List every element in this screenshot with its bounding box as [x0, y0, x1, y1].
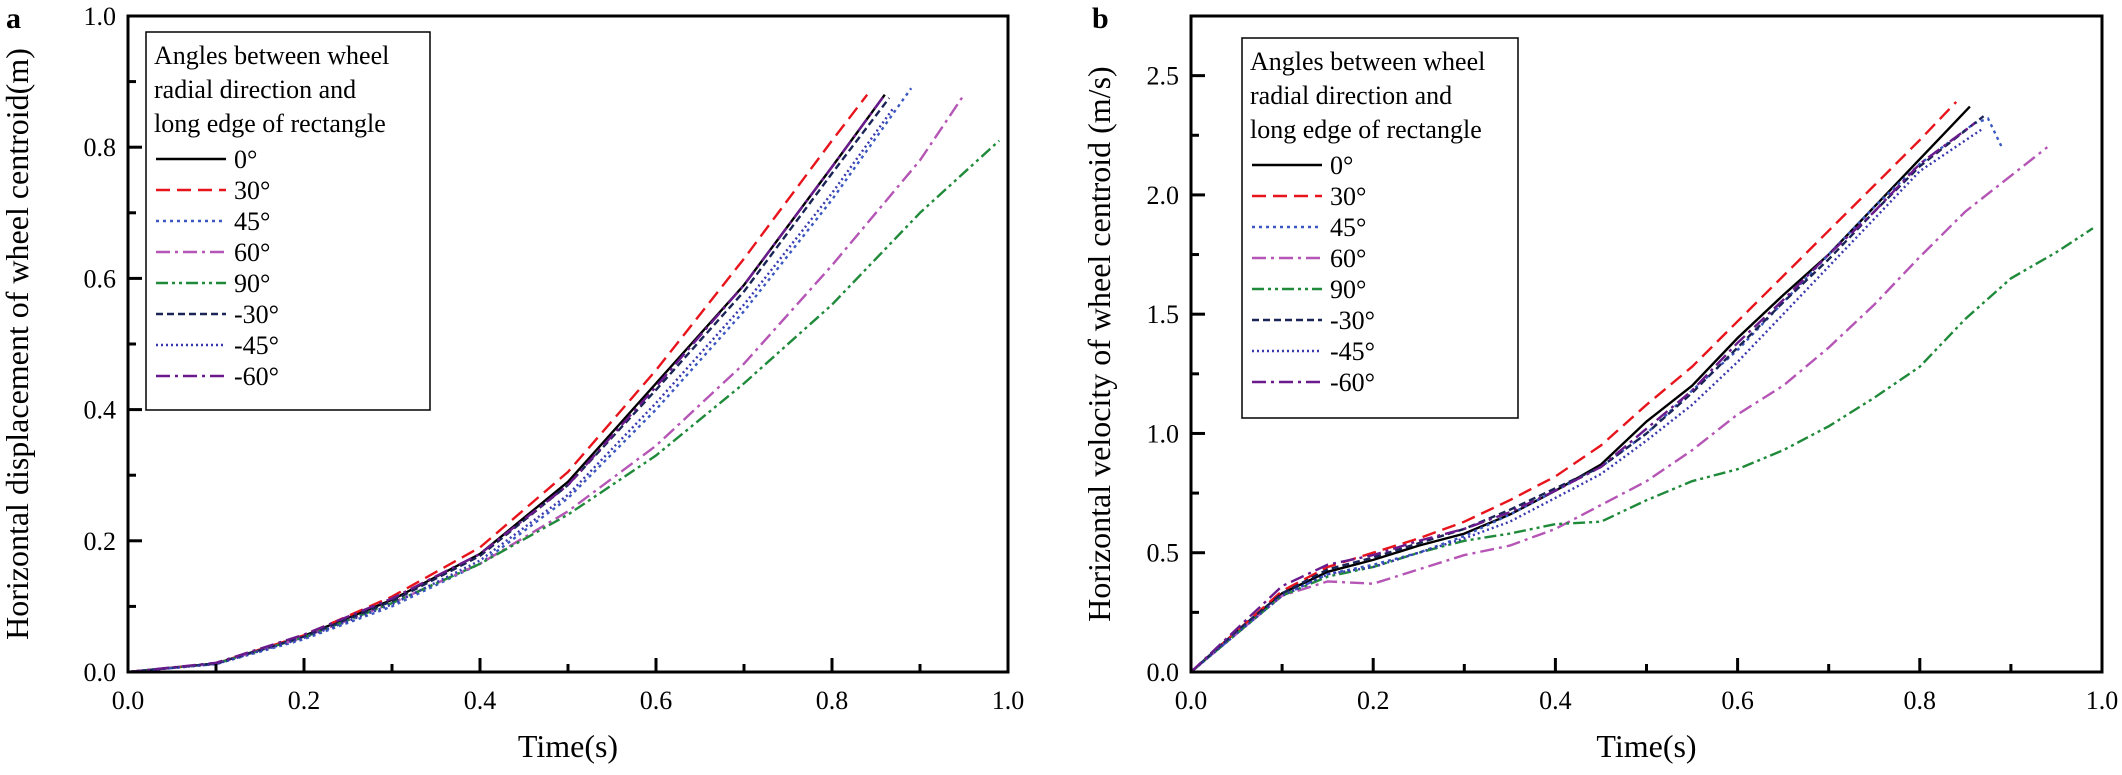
legend-label: 90°: [234, 269, 270, 298]
x-tick-label: 1.0: [992, 686, 1025, 715]
legend-label: -60°: [234, 362, 279, 391]
x-tick-label: 0.0: [112, 686, 145, 715]
legend-label: 30°: [1330, 182, 1366, 211]
legend-title: Angles between wheel: [154, 41, 389, 70]
legend-label: -45°: [234, 331, 279, 360]
legend-label: -30°: [234, 300, 279, 329]
y-tick-label: 0.2: [84, 527, 117, 556]
legend-title: radial direction and: [154, 75, 356, 104]
legend-label: -60°: [1330, 368, 1375, 397]
x-tick-label: 0.4: [1539, 686, 1572, 715]
legend-label: 0°: [1330, 151, 1353, 180]
legend-title: Angles between wheel: [1250, 47, 1485, 76]
legend-title: long edge of rectangle: [154, 109, 386, 138]
chart-panel-b: b 0.0 0.2 0.4 0.6 0.8 1.0 0.0 0.5 1.0 1.5 2.0 2.5 Tim…: [1081, 2, 2118, 764]
y-tick-label: 0.0: [84, 658, 117, 687]
legend-label: 60°: [234, 238, 270, 267]
legend-title: long edge of rectangle: [1250, 115, 1482, 144]
x-tick-label: 0.8: [816, 686, 849, 715]
series-line-45°: [127, 87, 913, 674]
legend-box: [1241, 37, 1519, 419]
y-tick-label: 0.4: [84, 396, 117, 425]
x-tick-label: 0.6: [1721, 686, 1754, 715]
series-line--45°: [1190, 127, 1985, 673]
y-tick-label: 0.5: [1147, 539, 1180, 568]
x-axis-label: Time(s): [1596, 728, 1696, 764]
y-tick-label: 1.0: [84, 2, 117, 31]
y-axis-label: Horizontal velocity of wheel centroid (m…: [1081, 66, 1117, 621]
panel-label: a: [6, 2, 21, 35]
legend: Angles between wheel radial direction and…: [1241, 37, 1519, 419]
x-tick-label: 0.2: [1357, 686, 1390, 715]
y-tick-label: 1.0: [1147, 419, 1180, 448]
legend-label: 60°: [1330, 244, 1366, 273]
y-tick-label: 0.6: [84, 264, 117, 293]
x-tick-label: 1.0: [2086, 686, 2119, 715]
y-tick-label: 0.8: [84, 133, 117, 162]
x-tick-label: 0.8: [1904, 686, 1937, 715]
y-tick-label: 2.0: [1147, 181, 1180, 210]
legend-label: 45°: [1330, 213, 1366, 242]
y-tick-label: 2.5: [1147, 62, 1180, 91]
legend-label: 0°: [234, 145, 257, 174]
x-tick-label: 0.6: [640, 686, 673, 715]
legend-label: 45°: [234, 207, 270, 236]
x-tick-label: 0.2: [288, 686, 321, 715]
y-tick-label: 1.5: [1147, 300, 1180, 329]
series-line-60°: [1190, 146, 2049, 673]
series-line--30°: [127, 97, 891, 674]
y-tick-label: 0.0: [1147, 658, 1180, 687]
series-line-30°: [1190, 101, 1958, 673]
legend-label: -30°: [1330, 306, 1375, 335]
x-tick-label: 0.4: [464, 686, 497, 715]
chart-panel-a: a 0.0 0.2 0.4 0.6 0.8 1.0 0.0 0.2 0.4 0.6 0.8 1.0 Tim…: [0, 2, 1024, 764]
legend: Angles between wheel radial direction and…: [145, 31, 431, 411]
series-line--60°: [1190, 122, 1976, 673]
legend-title: radial direction and: [1250, 81, 1452, 110]
legend-label: -45°: [1330, 337, 1375, 366]
legend-label: 30°: [234, 176, 270, 205]
legend-label: 90°: [1330, 275, 1366, 304]
x-tick-label: 0.0: [1175, 686, 1208, 715]
panel-label: b: [1092, 2, 1109, 35]
series-line-90°: [1190, 227, 2094, 673]
x-axis-label: Time(s): [518, 728, 618, 764]
y-axis-label: Horizontal displacement of wheel centroi…: [0, 48, 35, 640]
